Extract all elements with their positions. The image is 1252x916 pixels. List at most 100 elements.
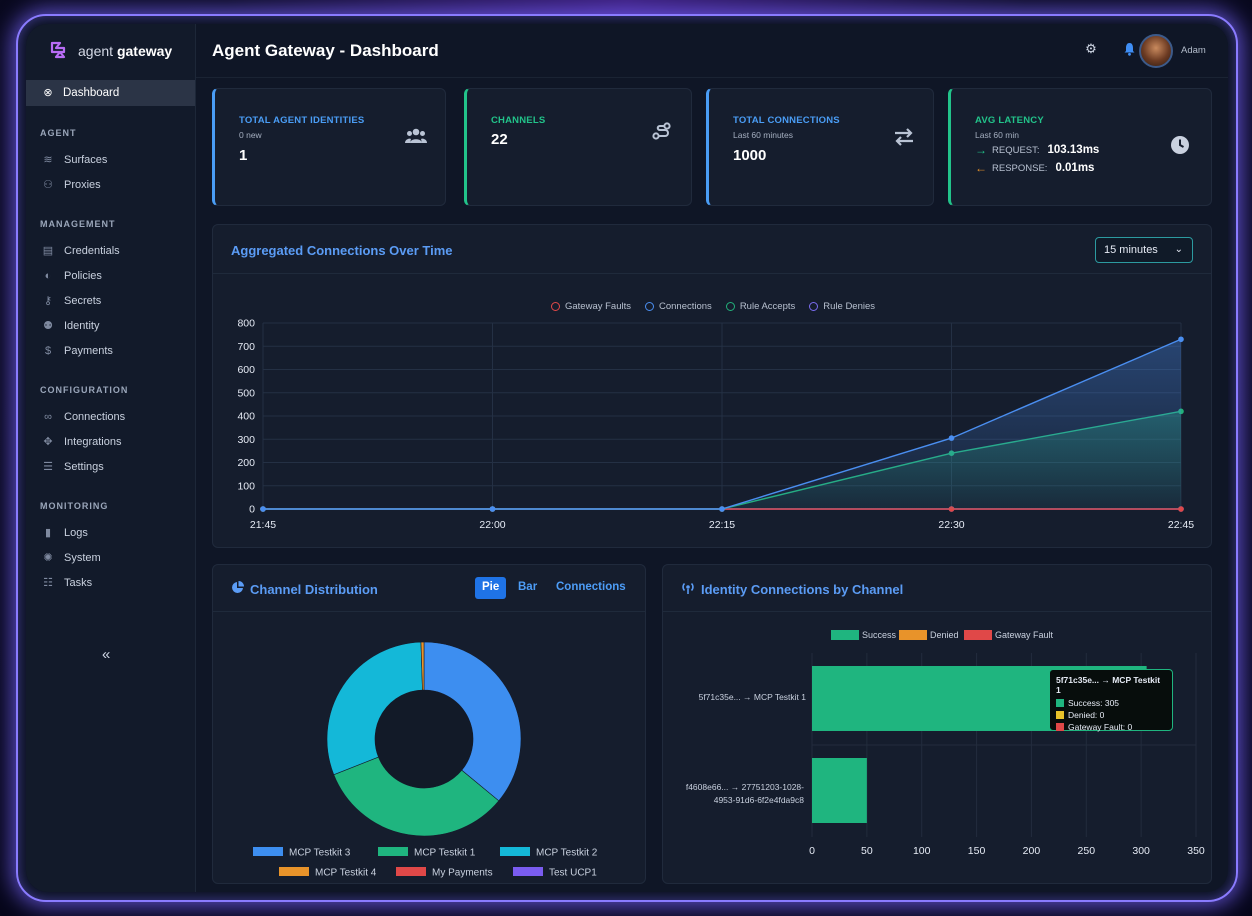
identity-connections-panel: Identity Connections by Channel 0 50 100 15… <box>662 564 1212 884</box>
legend-label[interactable]: My Payments <box>432 868 493 879</box>
app-frame: agent gateway ⊗ Dashboard AGENT ≋ Surfaces… <box>16 14 1238 902</box>
series-area <box>263 339 1181 509</box>
x-tick-label: 350 <box>1187 845 1205 857</box>
bar-tooltip: 5f71c35e... → MCP Testkit 1 Success: 305… <box>1049 669 1173 732</box>
connections-chart-panel: Aggregated Connections Over Time 15 minu… <box>212 224 1212 548</box>
y-tick-label: 5f71c35e... → MCP Testkit 1 <box>699 692 807 702</box>
stat-value: 1 <box>239 147 248 164</box>
sidebar-item-label: Dashboard <box>63 87 120 99</box>
x-tick-label: 22:00 <box>479 519 505 531</box>
dollar-icon: $ <box>44 344 52 357</box>
legend-label: Rule Accepts <box>739 301 796 312</box>
sidebar-item-proxies[interactable]: ⚇ Proxies <box>26 172 195 197</box>
legend-item[interactable]: Gateway Faults <box>551 301 631 312</box>
x-tick-label: 22:45 <box>1168 519 1194 531</box>
donut-hole <box>375 690 473 788</box>
sliders-icon: ☰ <box>43 460 53 473</box>
time-range-select[interactable]: 15 minutes ⌄ <box>1095 237 1193 263</box>
chart-legend: Gateway Faults Connections Rule Accepts Rul… <box>551 301 875 312</box>
data-point[interactable] <box>948 435 955 441</box>
legend-swatch <box>964 630 992 640</box>
sidebar-item-integrations[interactable]: ✥ Integrations <box>26 429 195 454</box>
y-tick-label: 0 <box>249 504 255 516</box>
x-tick-label: 150 <box>968 845 986 857</box>
nav-section-title: CONFIGURATION <box>40 385 129 395</box>
legend-label[interactable]: Denied <box>930 630 959 640</box>
legend-label[interactable]: Test UCP1 <box>549 868 597 879</box>
legend-item[interactable]: Rule Accepts <box>725 301 796 312</box>
legend-swatch <box>551 302 560 311</box>
y-tick-label: f4608e66... → 27751203-1028- <box>686 782 804 792</box>
legend-swatch <box>809 302 819 311</box>
puzzle-icon: ✥ <box>43 435 53 448</box>
panel-title-text: Identity Connections by Channel <box>701 581 904 597</box>
sidebar-item-dashboard[interactable]: ⊗ Dashboard <box>26 80 195 106</box>
sidebar-item-policies[interactable]: ◐ Policies <box>26 263 195 288</box>
clock-icon <box>1169 135 1191 157</box>
bar[interactable] <box>812 758 867 823</box>
legend-label[interactable]: MCP Testkit 3 <box>289 848 351 859</box>
stat-value: 1000 <box>733 147 767 164</box>
transfer-icon <box>893 127 915 149</box>
request-value: 103.13ms <box>1047 144 1100 156</box>
sidebar-item-identity[interactable]: ⚉ Identity <box>26 313 195 338</box>
tab-connections[interactable]: Connections <box>556 581 626 593</box>
stat-title: CHANNELS <box>491 115 546 126</box>
sidebar-item-connections[interactable]: ∞ Connections <box>26 404 195 429</box>
nav-section-title: AGENT <box>40 128 77 138</box>
legend-label[interactable]: Gateway Fault <box>995 630 1054 640</box>
sidebar-item-label: Tasks <box>64 576 93 589</box>
bell-icon[interactable] <box>1122 42 1136 56</box>
network-icon: ⚇ <box>43 178 53 191</box>
pie-chart-icon <box>231 581 244 597</box>
legend-label[interactable]: MCP Testkit 1 <box>414 848 476 859</box>
collapse-sidebar-button[interactable]: « <box>102 646 111 663</box>
x-tick-label: 300 <box>1132 845 1150 857</box>
sidebar-item-label: Credentials <box>64 244 120 257</box>
file-icon: ▮ <box>44 526 52 539</box>
sidebar-item-label: Proxies <box>64 178 101 191</box>
avatar[interactable] <box>1139 34 1173 68</box>
legend-item[interactable]: Connections <box>645 301 712 312</box>
sidebar-item-secrets[interactable]: ⚷ Secrets <box>26 288 195 313</box>
y-tick-label: 300 <box>237 434 255 446</box>
latency-request-row: → REQUEST: 103.13ms <box>975 143 1099 157</box>
x-tick-label: 50 <box>861 845 873 857</box>
list-icon: ☷ <box>43 576 53 589</box>
stat-title: TOTAL AGENT IDENTITIES <box>239 115 365 126</box>
users-icon <box>405 127 427 149</box>
stat-card-latency: AVG LATENCY Last 60 min → REQUEST: 103.1… <box>948 88 1212 206</box>
legend-label[interactable]: MCP Testkit 4 <box>315 868 377 879</box>
channel-distribution-panel: Channel Distribution Pie Bar Connections… <box>212 564 646 884</box>
stat-title: AVG LATENCY <box>975 115 1044 126</box>
time-range-value: 15 minutes <box>1104 244 1158 256</box>
sidebar-item-credentials[interactable]: ▤ Credentials <box>26 238 195 263</box>
cog-icon: ✺ <box>43 551 53 564</box>
tab-bar[interactable]: Bar <box>518 581 538 593</box>
sidebar-item-settings[interactable]: ☰ Settings <box>26 454 195 479</box>
legend-label[interactable]: Success <box>862 630 897 640</box>
tooltip-row: Gateway Fault: 0 <box>1056 722 1166 732</box>
legend-item[interactable]: Rule Denies <box>809 301 875 312</box>
legend-label[interactable]: MCP Testkit 2 <box>536 848 598 859</box>
data-point[interactable] <box>719 506 725 512</box>
y-tick-label: 200 <box>237 457 255 469</box>
user-name[interactable]: Adam <box>1181 45 1206 56</box>
data-point[interactable] <box>489 506 496 512</box>
sidebar-item-payments[interactable]: $ Payments <box>26 338 195 363</box>
sidebar-item-logs[interactable]: ▮ Logs <box>26 520 195 545</box>
sidebar-item-label: Payments <box>64 344 113 357</box>
tab-pie[interactable]: Pie <box>475 577 507 599</box>
gear-icon[interactable]: ⚙ <box>1085 41 1097 56</box>
data-point[interactable] <box>260 506 266 512</box>
data-point[interactable] <box>1178 336 1184 343</box>
logo[interactable]: agent gateway <box>26 24 195 78</box>
sidebar-item-tasks[interactable]: ☷ Tasks <box>26 570 195 595</box>
line-chart: 0 100 200 300 400 500 600 700 800 21:45 22:00 22:15… <box>237 318 1194 532</box>
id-card-icon: ▤ <box>42 244 54 257</box>
sidebar-item-label: Policies <box>64 269 102 282</box>
legend-swatch <box>396 867 426 876</box>
legend-label: Rule Denies <box>823 301 876 312</box>
sidebar-item-surfaces[interactable]: ≋ Surfaces <box>26 147 195 172</box>
sidebar-item-system[interactable]: ✺ System <box>26 545 195 570</box>
